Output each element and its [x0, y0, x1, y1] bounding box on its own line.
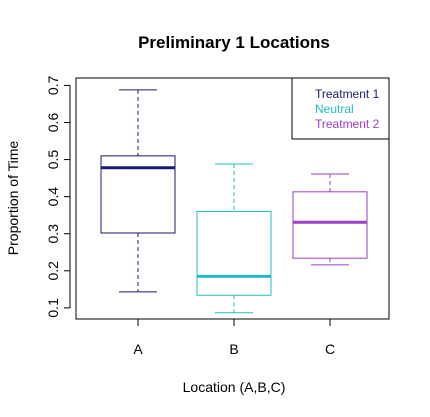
y-axis-label: Proportion of Time: [5, 141, 21, 256]
iqr-box: [196, 210, 272, 296]
y-axis: 0.1 0.2 0.3 0.4 0.5 0.6 0.7: [45, 75, 71, 318]
iqr-box: [292, 191, 368, 259]
chart-title: Preliminary 1 Locations: [138, 33, 330, 52]
y-tick-label: 0.7: [45, 75, 61, 95]
x-tick-label: C: [325, 341, 335, 357]
x-axis-label: Location (A,B,C): [183, 379, 286, 395]
legend-entry: Treatment 1: [315, 87, 380, 101]
box-c: [292, 173, 368, 266]
box-group: [100, 89, 368, 314]
box-b: [196, 163, 272, 314]
y-tick-label: 0.3: [45, 224, 61, 244]
legend-box: [291, 77, 390, 140]
box-a: [100, 89, 176, 293]
y-tick-label: 0.5: [45, 150, 61, 170]
y-tick-label: 0.1: [45, 298, 61, 318]
y-tick-label: 0.4: [45, 187, 61, 207]
x-tick-label: B: [229, 341, 238, 357]
legend-entry: Treatment 2: [315, 117, 380, 131]
legend-entry: Neutral: [315, 102, 354, 116]
x-tick-label: A: [133, 341, 143, 357]
y-tick-label: 0.2: [45, 261, 61, 281]
iqr-box: [100, 155, 176, 234]
x-axis: A B C: [133, 318, 335, 357]
y-tick-label: 0.6: [45, 113, 61, 133]
